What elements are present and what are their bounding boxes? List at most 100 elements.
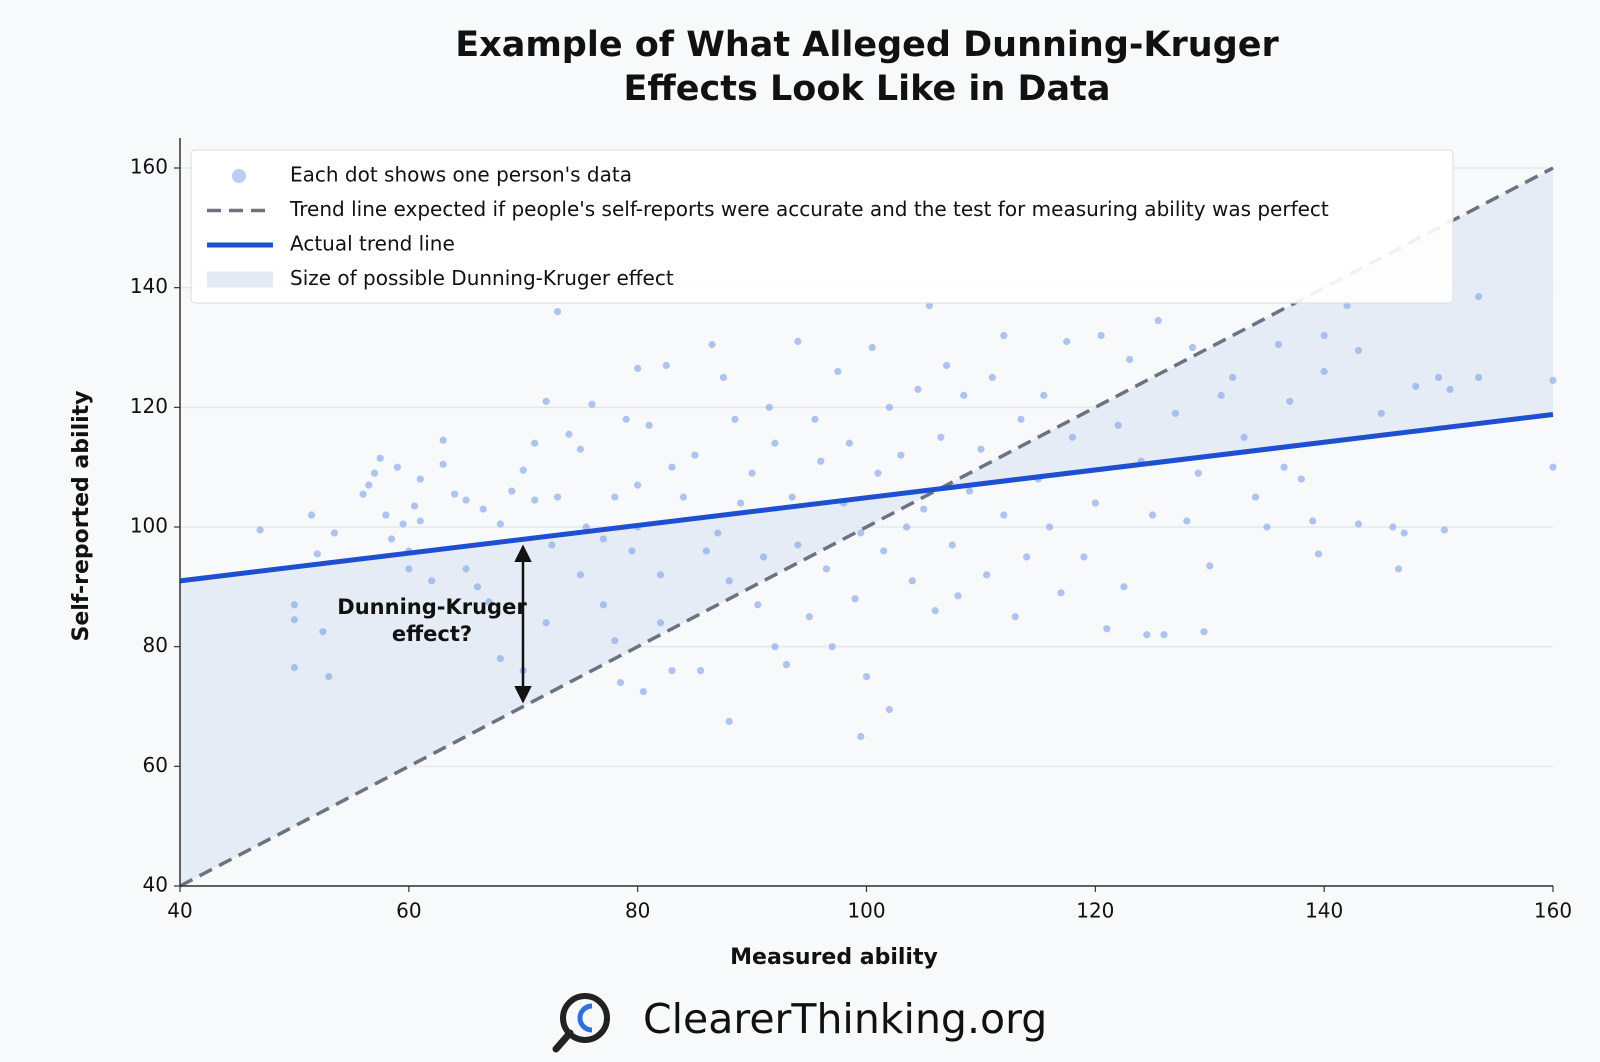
- data-point: [376, 454, 384, 462]
- data-point: [1148, 511, 1157, 519]
- data-point: [1286, 397, 1294, 405]
- data-point: [365, 481, 373, 489]
- data-point: [908, 577, 916, 585]
- data-point: [656, 571, 665, 579]
- data-point: [542, 397, 550, 405]
- data-point: [1229, 373, 1237, 382]
- data-point: [897, 451, 905, 459]
- data-point: [1080, 553, 1088, 561]
- data-point: [725, 577, 733, 585]
- data-point: [737, 499, 745, 507]
- data-point: [416, 517, 424, 525]
- data-point: [668, 463, 676, 471]
- data-point: [925, 302, 934, 310]
- y-tick-label: 80: [143, 633, 168, 657]
- data-point: [691, 451, 699, 459]
- data-point: [531, 496, 539, 504]
- data-point: [622, 415, 630, 423]
- legend-label: Size of possible Dunning-Kruger effect: [290, 266, 674, 290]
- data-point: [290, 664, 299, 672]
- data-point: [1320, 331, 1328, 340]
- data-point: [542, 619, 550, 627]
- chart-title: Example of What Alleged Dunning-Kruger: [455, 25, 1279, 65]
- data-point: [405, 565, 413, 573]
- data-point: [1440, 526, 1448, 534]
- data-point: [771, 439, 779, 447]
- data-point: [805, 613, 813, 621]
- data-point: [942, 361, 951, 370]
- data-point: [565, 430, 573, 438]
- y-tick-label: 120: [130, 394, 168, 418]
- data-point: [788, 493, 796, 501]
- data-point: [874, 469, 882, 477]
- legend-box: [190, 149, 1454, 304]
- expected-trend-line: [179, 166, 1554, 888]
- x-tick-label: 140: [1305, 899, 1343, 923]
- legend-swatch: [232, 169, 246, 183]
- data-point: [834, 367, 842, 376]
- data-point: [1354, 520, 1363, 528]
- data-point: [988, 373, 996, 382]
- data-point: [479, 505, 487, 513]
- data-point: [668, 667, 676, 675]
- data-point: [754, 601, 762, 609]
- data-point: [553, 493, 562, 501]
- data-point: [1091, 499, 1099, 507]
- data-point: [1143, 631, 1151, 639]
- data-point: [1200, 628, 1208, 636]
- data-point: [862, 672, 871, 681]
- data-point: [1297, 475, 1305, 483]
- data-point: [370, 469, 379, 477]
- logo-icon: [552, 993, 610, 1053]
- data-point: [359, 490, 367, 498]
- data-point: [1314, 550, 1323, 558]
- data-point: [1171, 409, 1180, 417]
- data-point: [1045, 523, 1054, 531]
- data-point: [548, 541, 556, 549]
- data-point: [508, 487, 516, 495]
- data-point: [588, 400, 596, 408]
- data-point: [782, 661, 791, 669]
- data-point: [410, 502, 419, 510]
- data-point: [851, 595, 859, 603]
- plot-area: 40 60 80 100 120 140 160 40 60 80 100 120 140 160 Each…: [130, 138, 1572, 923]
- y-axis-label: Self-reported ability: [69, 390, 94, 641]
- x-tick-label: 80: [625, 899, 650, 923]
- data-point: [313, 550, 321, 558]
- data-point: [902, 523, 911, 531]
- data-point: [977, 445, 985, 453]
- data-point: [1206, 562, 1214, 570]
- data-point: [393, 463, 401, 471]
- data-point: [1354, 346, 1363, 355]
- data-point: [1263, 523, 1271, 531]
- data-point: [576, 571, 585, 579]
- data-point: [771, 643, 779, 651]
- data-point: [439, 436, 447, 444]
- data-point: [868, 343, 876, 352]
- data-point: [845, 439, 853, 447]
- data-point: [725, 717, 733, 726]
- y-tick-label: 100: [130, 514, 168, 538]
- data-point: [1389, 523, 1397, 531]
- data-point: [1251, 493, 1260, 501]
- x-tick-label: 60: [396, 899, 421, 923]
- data-point: [714, 529, 722, 537]
- data-point: [451, 490, 459, 498]
- data-point: [1120, 583, 1128, 591]
- data-point: [811, 415, 819, 423]
- data-point: [1183, 517, 1191, 525]
- data-point: [1000, 511, 1008, 519]
- data-point: [1240, 433, 1248, 441]
- data-point: [1377, 409, 1385, 417]
- data-point: [428, 577, 436, 585]
- data-point: [599, 601, 607, 609]
- data-point: [1154, 316, 1162, 325]
- data-point: [382, 511, 390, 519]
- x-axis-label: Measured ability: [730, 945, 938, 970]
- data-point: [582, 523, 590, 531]
- data-point: [645, 421, 653, 429]
- data-point: [931, 607, 939, 615]
- data-point: [662, 361, 670, 370]
- data-point: [920, 505, 928, 513]
